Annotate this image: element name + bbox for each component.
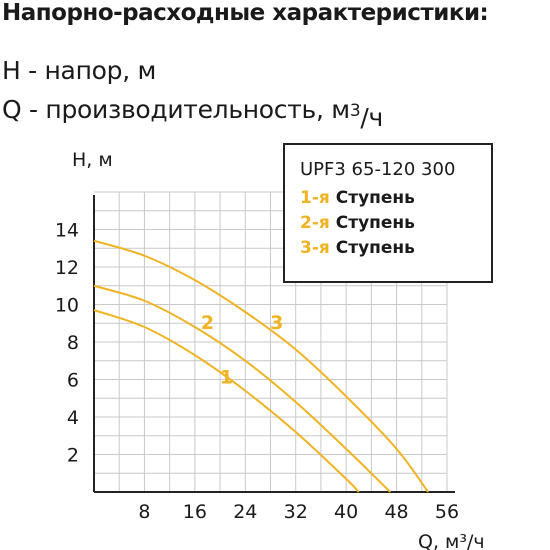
x-axis-label: Q, м³/ч xyxy=(418,531,485,550)
series: 1 2 3 xyxy=(93,239,429,493)
legend-item-1: 1-я Ступень xyxy=(300,188,415,208)
legend-head: H - напор, м xyxy=(2,56,157,85)
legend-model: UPF3 65-120 300 xyxy=(300,159,456,180)
y-tick-label: 4 xyxy=(67,407,79,429)
x-tick-label: 8 xyxy=(138,501,150,523)
y-tick-label: 12 xyxy=(55,257,79,279)
x-tick-label: 16 xyxy=(183,501,207,523)
y-tick-label: 6 xyxy=(67,370,79,392)
page-title: Напорно-расходные характеристики: xyxy=(2,0,489,26)
y-tick-label: 10 xyxy=(55,295,79,317)
series-line-3 xyxy=(93,239,429,493)
x-tick-label: 40 xyxy=(334,501,358,523)
series-line-2 xyxy=(93,284,391,493)
y-tick-label: 14 xyxy=(55,220,79,242)
legend-item-2: 2-я Ступень xyxy=(300,213,415,233)
legend-item-2-num: 2-я xyxy=(300,213,330,233)
legend-box: UPF3 65-120 300 1-я Ступень 2-я Ступень … xyxy=(283,143,493,283)
legend-flow-unit: 3/ч xyxy=(349,95,383,132)
legend-item-1-num: 1-я xyxy=(300,188,330,208)
legend-item-3-label: Ступень xyxy=(335,238,415,258)
x-tick-label: 32 xyxy=(284,501,308,523)
legend-item-2-label: Ступень xyxy=(335,213,415,233)
legend-flow-sup: 3 xyxy=(349,101,361,121)
legend-item-3-num: 3-я xyxy=(300,238,330,258)
series-line-1 xyxy=(93,309,360,493)
y-tick-label: 8 xyxy=(67,332,79,354)
x-tick-label: 48 xyxy=(384,501,408,523)
legend-flow: Q - производительность, м3/ч xyxy=(2,95,383,132)
legend-flow-text: Q - производительность, м xyxy=(2,95,350,124)
series-label-2: 2 xyxy=(201,312,214,334)
series-label-1: 1 xyxy=(220,366,233,388)
legend-item-3: 3-я Ступень xyxy=(300,238,415,258)
y-tick-label: 2 xyxy=(67,445,79,467)
y-axis-label: H, м xyxy=(72,149,113,171)
x-tick-label: 24 xyxy=(233,501,257,523)
legend-flow-sub: /ч xyxy=(360,103,383,132)
legend-item-1-label: Ступень xyxy=(335,188,415,208)
series-label-3: 3 xyxy=(270,312,283,334)
x-tick-label: 56 xyxy=(435,501,459,523)
axes: H, м Q, м³/ч xyxy=(72,149,485,550)
